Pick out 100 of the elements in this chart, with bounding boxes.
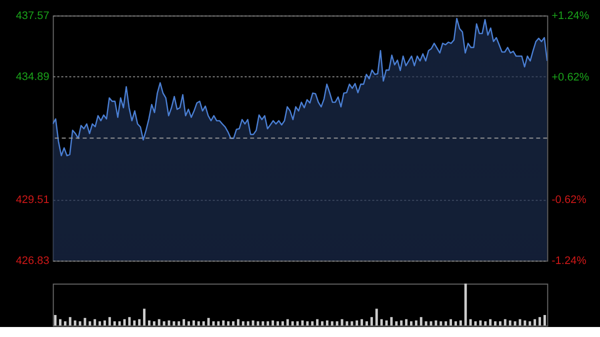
bar	[479, 320, 482, 326]
bar	[246, 321, 250, 326]
bar	[420, 317, 422, 326]
bar	[197, 321, 200, 326]
bar	[316, 319, 319, 326]
bar	[286, 319, 289, 326]
bar	[54, 314, 57, 326]
bar	[222, 320, 225, 326]
bar	[172, 321, 176, 326]
bar	[291, 321, 294, 326]
bar	[128, 317, 131, 326]
bar	[340, 319, 344, 326]
bar	[252, 320, 254, 326]
bar	[281, 321, 284, 326]
bar	[330, 321, 334, 326]
bar	[272, 320, 274, 326]
bar	[256, 321, 260, 326]
bar	[494, 321, 497, 326]
y-tick-label: 434.89	[16, 71, 50, 84]
bar	[424, 321, 428, 326]
bar	[311, 321, 314, 326]
bar	[182, 319, 186, 326]
bar	[444, 321, 448, 326]
bar	[508, 320, 512, 326]
bar	[236, 319, 240, 326]
bar	[326, 320, 328, 326]
bar	[514, 321, 516, 326]
bar	[143, 308, 146, 326]
bar	[262, 321, 264, 326]
bar	[356, 320, 358, 326]
bar	[405, 319, 408, 326]
bar	[266, 321, 270, 326]
bar	[158, 319, 160, 326]
bar	[84, 318, 86, 326]
y-tick-label: 426.83	[16, 255, 50, 268]
bar	[321, 321, 324, 326]
bar	[148, 320, 150, 326]
bar	[276, 321, 279, 326]
bar	[64, 321, 66, 326]
bar	[103, 320, 106, 326]
bar	[498, 321, 502, 326]
bar	[152, 321, 156, 326]
bar	[74, 320, 76, 326]
y2-tick-label: +0.62%	[552, 71, 590, 84]
bar	[59, 319, 62, 326]
bar	[178, 321, 180, 326]
bar	[390, 317, 393, 326]
bar	[232, 321, 234, 326]
y2-tick-label: -0.62%	[552, 194, 587, 206]
bar	[410, 321, 412, 326]
bar	[162, 321, 166, 326]
bar	[528, 321, 532, 326]
line-series	[52, 18, 548, 156]
bar	[138, 319, 141, 326]
y-tick-label: 429.51	[16, 194, 50, 206]
bar	[459, 320, 462, 326]
bar	[524, 320, 526, 326]
bar	[202, 321, 205, 326]
bar	[113, 321, 116, 326]
bar	[450, 319, 452, 326]
bar	[454, 321, 457, 326]
bar	[192, 320, 195, 326]
bar	[88, 321, 92, 326]
bar	[504, 319, 506, 326]
bar	[188, 321, 190, 326]
bar	[360, 319, 364, 326]
bar	[98, 321, 102, 326]
bar	[306, 321, 309, 326]
bar	[464, 284, 467, 326]
bar	[434, 320, 438, 326]
bar	[118, 321, 121, 326]
bar	[380, 319, 383, 326]
bar	[440, 321, 442, 326]
y-tick-label: 437.57	[16, 10, 50, 22]
bar	[543, 314, 546, 326]
bar	[242, 321, 244, 326]
bar	[370, 317, 373, 326]
bar	[133, 320, 136, 326]
bar	[375, 308, 378, 326]
bar	[400, 320, 403, 326]
bar	[301, 320, 304, 326]
y2-tick-label: +1.24%	[552, 10, 590, 22]
bar	[538, 317, 541, 326]
bar	[484, 321, 487, 326]
bar	[346, 321, 348, 326]
bar	[366, 321, 368, 326]
bar	[227, 321, 230, 326]
bar	[94, 319, 96, 326]
bar	[336, 321, 338, 326]
bar	[489, 319, 492, 326]
bar	[296, 321, 299, 326]
y2-tick-label: -1.24%	[552, 255, 587, 268]
bar	[217, 321, 220, 326]
bar	[395, 321, 398, 326]
bar	[68, 317, 72, 326]
bar	[207, 318, 210, 326]
bar	[469, 319, 472, 326]
bar	[534, 319, 536, 326]
bar	[414, 320, 418, 326]
bar	[108, 317, 111, 326]
